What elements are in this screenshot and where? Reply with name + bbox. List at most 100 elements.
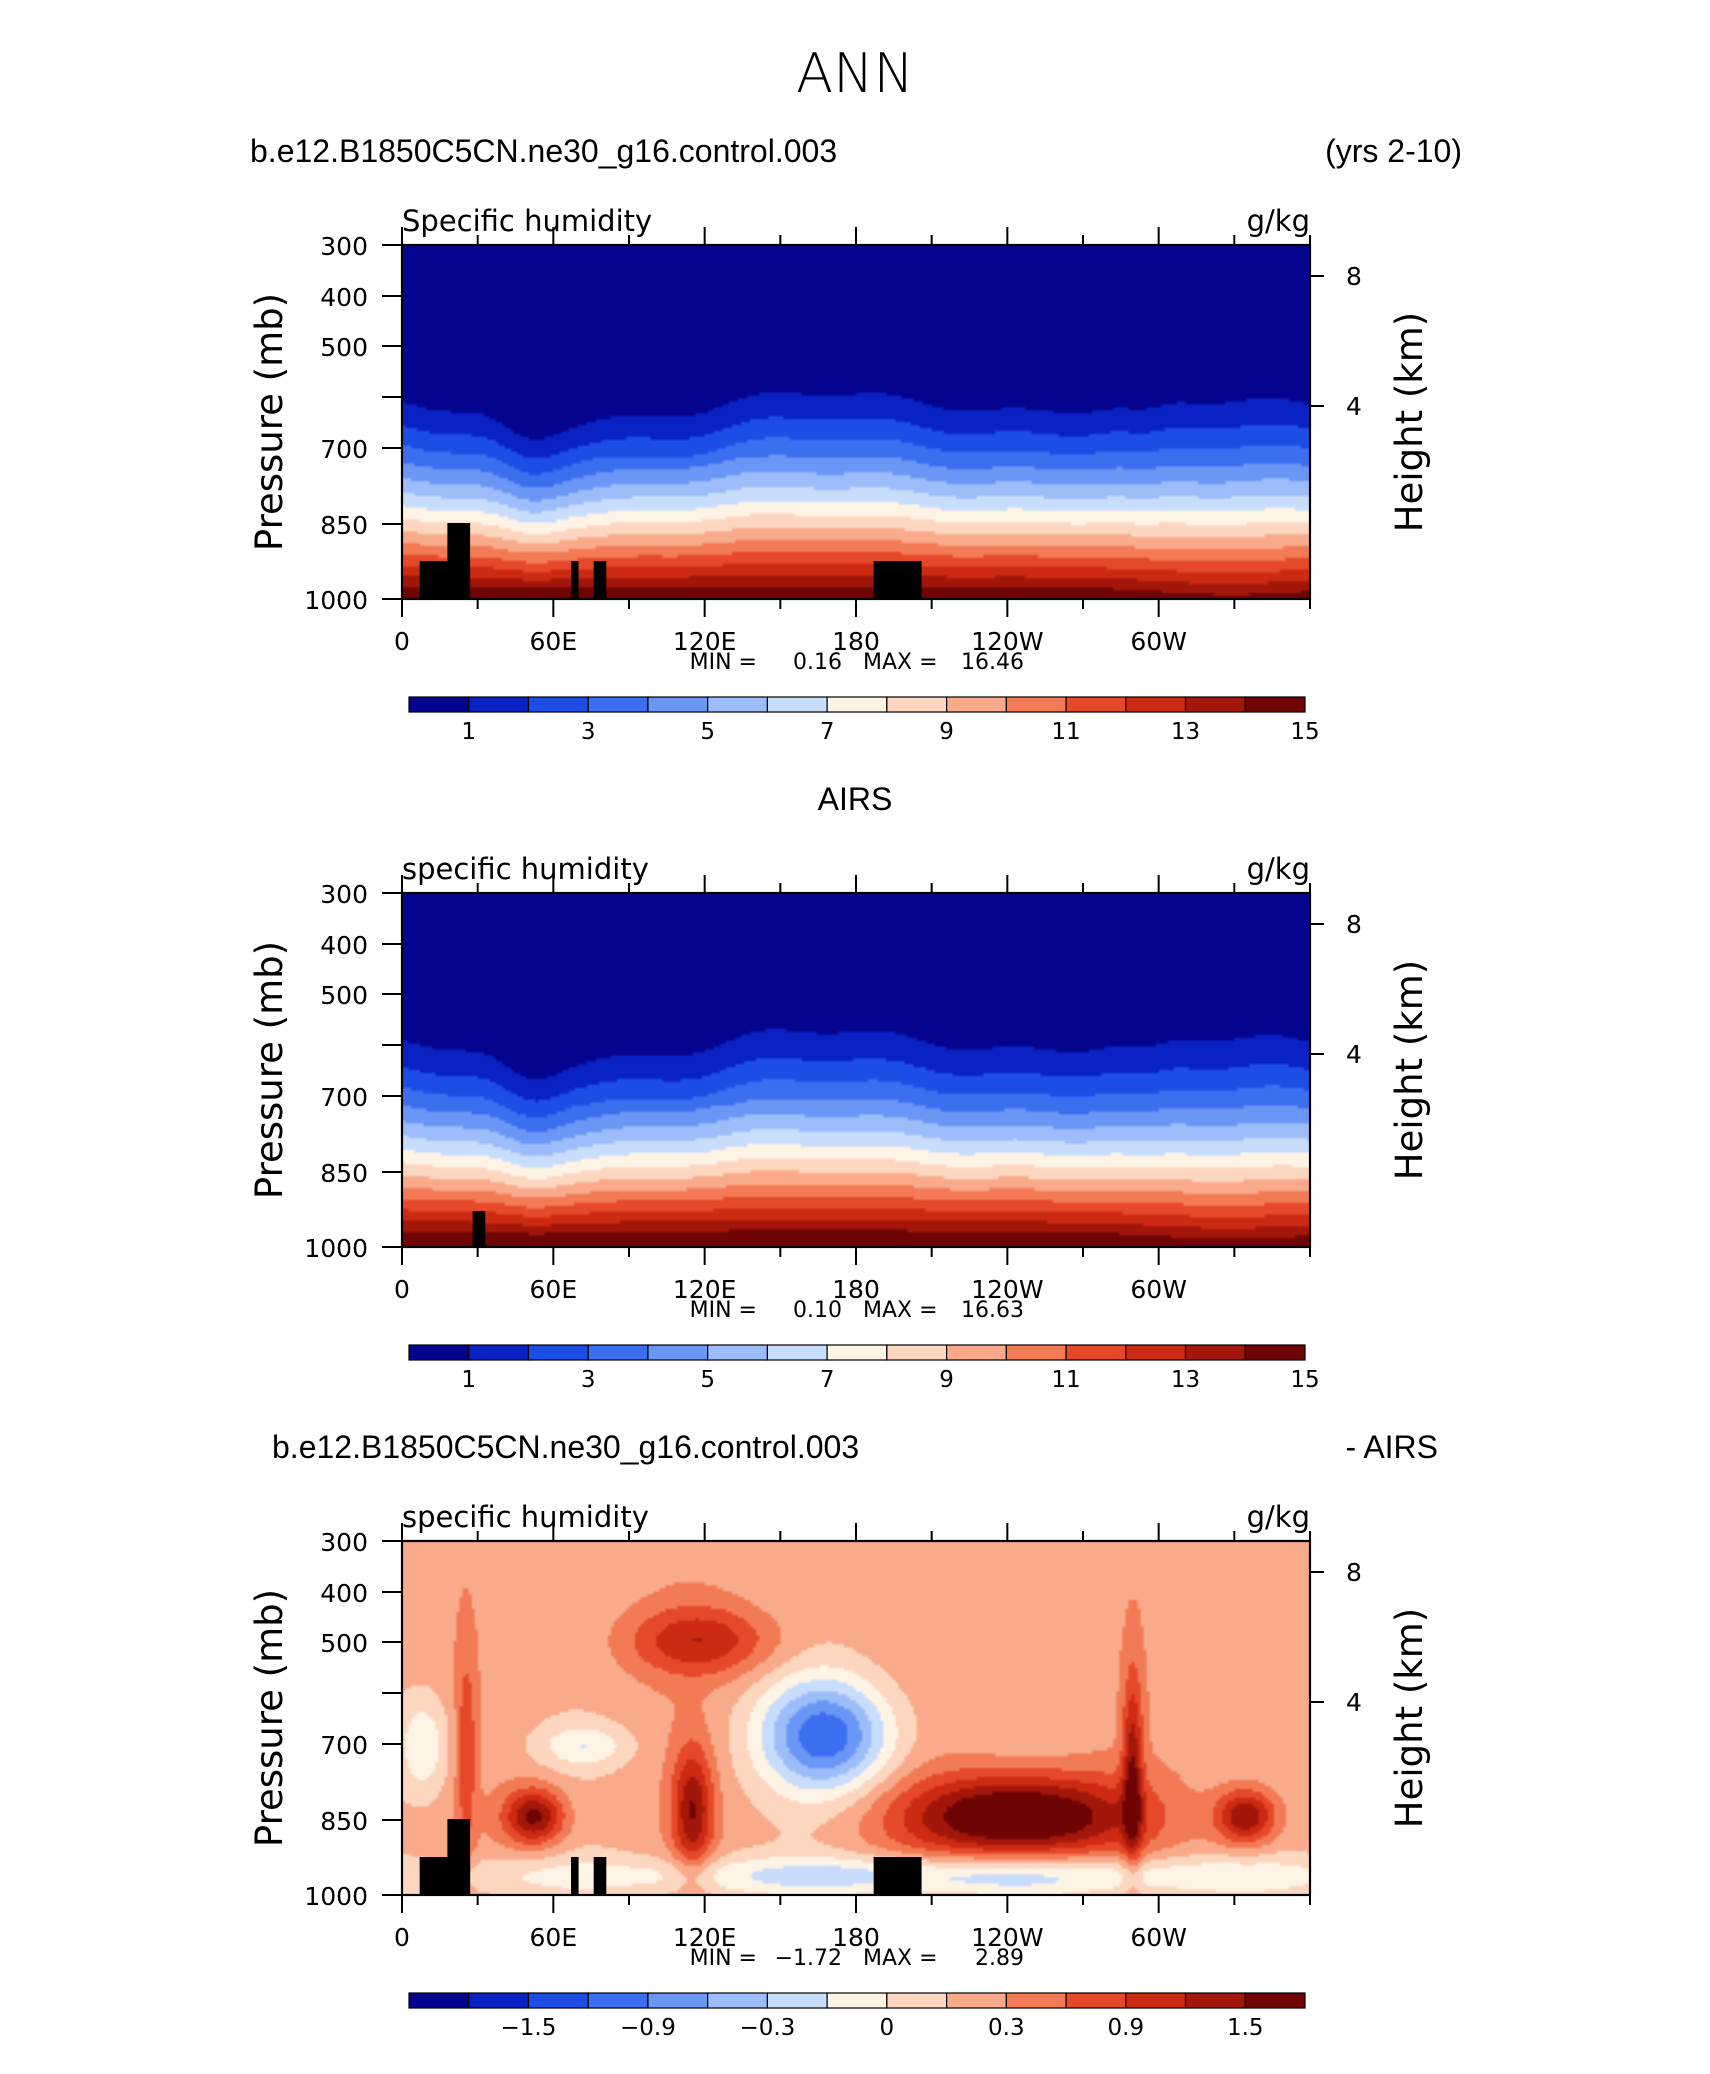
colorbar-box bbox=[1244, 1344, 1306, 1361]
x-tick-label: 60E bbox=[530, 627, 578, 656]
colorbar-label: 9 bbox=[939, 719, 954, 745]
x-tick-label: 120W bbox=[971, 1275, 1043, 1304]
terrain-mask bbox=[873, 1857, 922, 1895]
x-tick-label: 0 bbox=[394, 1275, 410, 1304]
contour-field bbox=[402, 893, 1310, 1247]
panel3-left-title: b.e12.B1850C5CN.ne30_g16.control.003 bbox=[272, 1429, 859, 1465]
x-tick-label: 60W bbox=[1130, 1923, 1187, 1952]
colorbar-box bbox=[886, 696, 948, 713]
colorbar-box bbox=[1065, 696, 1127, 713]
y-axis-label: Pressure (mb) bbox=[248, 941, 291, 1199]
colorbar-box bbox=[766, 696, 828, 713]
min-value: 0.16 bbox=[793, 650, 842, 675]
colorbar-label: 11 bbox=[1051, 1367, 1080, 1393]
max-label: MAX = bbox=[863, 650, 938, 675]
colorbar-label: 1.5 bbox=[1227, 2015, 1264, 2041]
colorbar-box bbox=[527, 696, 589, 713]
colorbar-label: −0.9 bbox=[620, 2015, 676, 2041]
y-right-tick-label: 8 bbox=[1346, 1558, 1362, 1587]
colorbar-box bbox=[468, 696, 530, 713]
max-label: MAX = bbox=[863, 1298, 938, 1323]
min-value: −1.72 bbox=[775, 1946, 842, 1971]
y-tick-label: 850 bbox=[320, 1807, 368, 1836]
colorbar-label: 7 bbox=[820, 1367, 835, 1393]
min-label: MIN = bbox=[690, 1946, 757, 1971]
units-label: g/kg bbox=[1247, 1500, 1310, 1534]
colorbar-box bbox=[945, 696, 1007, 713]
panel1-left-title: b.e12.B1850C5CN.ne30_g16.control.003 bbox=[250, 133, 837, 169]
max-value: 16.63 bbox=[961, 1298, 1024, 1323]
x-tick-label: 120W bbox=[971, 627, 1043, 656]
variable-label: specific humidity bbox=[402, 852, 649, 886]
x-tick-label: 0 bbox=[394, 627, 410, 656]
x-tick-label: 120E bbox=[673, 1923, 737, 1952]
colorbar-label: 0 bbox=[880, 2015, 895, 2041]
terrain-mask bbox=[570, 1857, 579, 1895]
x-tick-label: 120E bbox=[673, 627, 737, 656]
y-tick-label: 850 bbox=[320, 511, 368, 540]
colorbar-box bbox=[1005, 1992, 1067, 2009]
colorbar-box bbox=[408, 1992, 470, 2009]
y-right-tick-label: 4 bbox=[1346, 1688, 1362, 1717]
x-tick-label: 60W bbox=[1130, 627, 1187, 656]
max-label: MAX = bbox=[863, 1946, 938, 1971]
colorbar-box bbox=[468, 1344, 530, 1361]
colorbar-box bbox=[707, 1992, 769, 2009]
colorbar-label: 1 bbox=[461, 1367, 476, 1393]
contour-field bbox=[402, 1541, 1310, 1895]
y-tick-label: 700 bbox=[320, 1731, 368, 1760]
colorbar-box bbox=[587, 1344, 649, 1361]
panel2-center-title: AIRS bbox=[818, 781, 893, 817]
colorbar-box bbox=[1244, 696, 1306, 713]
colorbar-box bbox=[1005, 696, 1067, 713]
y-tick-label: 1000 bbox=[304, 1882, 368, 1911]
colorbar-box bbox=[1125, 1344, 1187, 1361]
variable-label: specific humidity bbox=[402, 1500, 649, 1534]
colorbar-box bbox=[707, 1344, 769, 1361]
y-tick-label: 850 bbox=[320, 1159, 368, 1188]
colorbar-label: 7 bbox=[820, 719, 835, 745]
colorbar-label: 0.3 bbox=[988, 2015, 1025, 2041]
y-right-tick-label: 8 bbox=[1346, 262, 1362, 291]
x-tick-label: 180 bbox=[832, 627, 880, 656]
panel-3: specific humidity g/kg3004005007008501000… bbox=[248, 1500, 1431, 2041]
y-tick-label: 700 bbox=[320, 1083, 368, 1112]
x-tick-label: 60W bbox=[1130, 1275, 1187, 1304]
y-tick-label: 300 bbox=[320, 880, 368, 909]
x-tick-label: 180 bbox=[832, 1923, 880, 1952]
colorbar-box bbox=[647, 696, 709, 713]
y-tick-label: 500 bbox=[320, 1629, 368, 1658]
colorbar-box bbox=[527, 1344, 589, 1361]
colorbar-box bbox=[826, 696, 888, 713]
y-right-axis-label: Height (km) bbox=[1388, 312, 1431, 532]
y-tick-label: 500 bbox=[320, 333, 368, 362]
colorbar-box bbox=[647, 1992, 709, 2009]
colorbar-label: 15 bbox=[1290, 1367, 1319, 1393]
terrain-mask bbox=[472, 1211, 486, 1247]
colorbar-box bbox=[408, 696, 470, 713]
colorbar-label: 5 bbox=[700, 719, 715, 745]
colorbar-box bbox=[1125, 696, 1187, 713]
y-tick-label: 400 bbox=[320, 931, 368, 960]
colorbar-label: −1.5 bbox=[501, 2015, 557, 2041]
min-label: MIN = bbox=[690, 650, 757, 675]
y-axis-label: Pressure (mb) bbox=[248, 1589, 291, 1847]
y-tick-label: 400 bbox=[320, 1579, 368, 1608]
colorbar-label: 0.9 bbox=[1108, 2015, 1145, 2041]
colorbar-box bbox=[1184, 696, 1246, 713]
y-tick-label: 500 bbox=[320, 981, 368, 1010]
colorbar-box bbox=[826, 1992, 888, 2009]
colorbar-label: 13 bbox=[1171, 719, 1200, 745]
colorbar-box bbox=[766, 1992, 828, 2009]
colorbar-label: 3 bbox=[581, 1367, 596, 1393]
y-tick-label: 700 bbox=[320, 435, 368, 464]
colorbar-box bbox=[408, 1344, 470, 1361]
y-axis-label: Pressure (mb) bbox=[248, 293, 291, 551]
colorbar-box bbox=[826, 1344, 888, 1361]
y-right-tick-label: 4 bbox=[1346, 392, 1362, 421]
terrain-mask bbox=[593, 1857, 607, 1895]
y-right-tick-label: 4 bbox=[1346, 1040, 1362, 1069]
colorbar-box bbox=[886, 1992, 948, 2009]
colorbar-box bbox=[647, 1344, 709, 1361]
